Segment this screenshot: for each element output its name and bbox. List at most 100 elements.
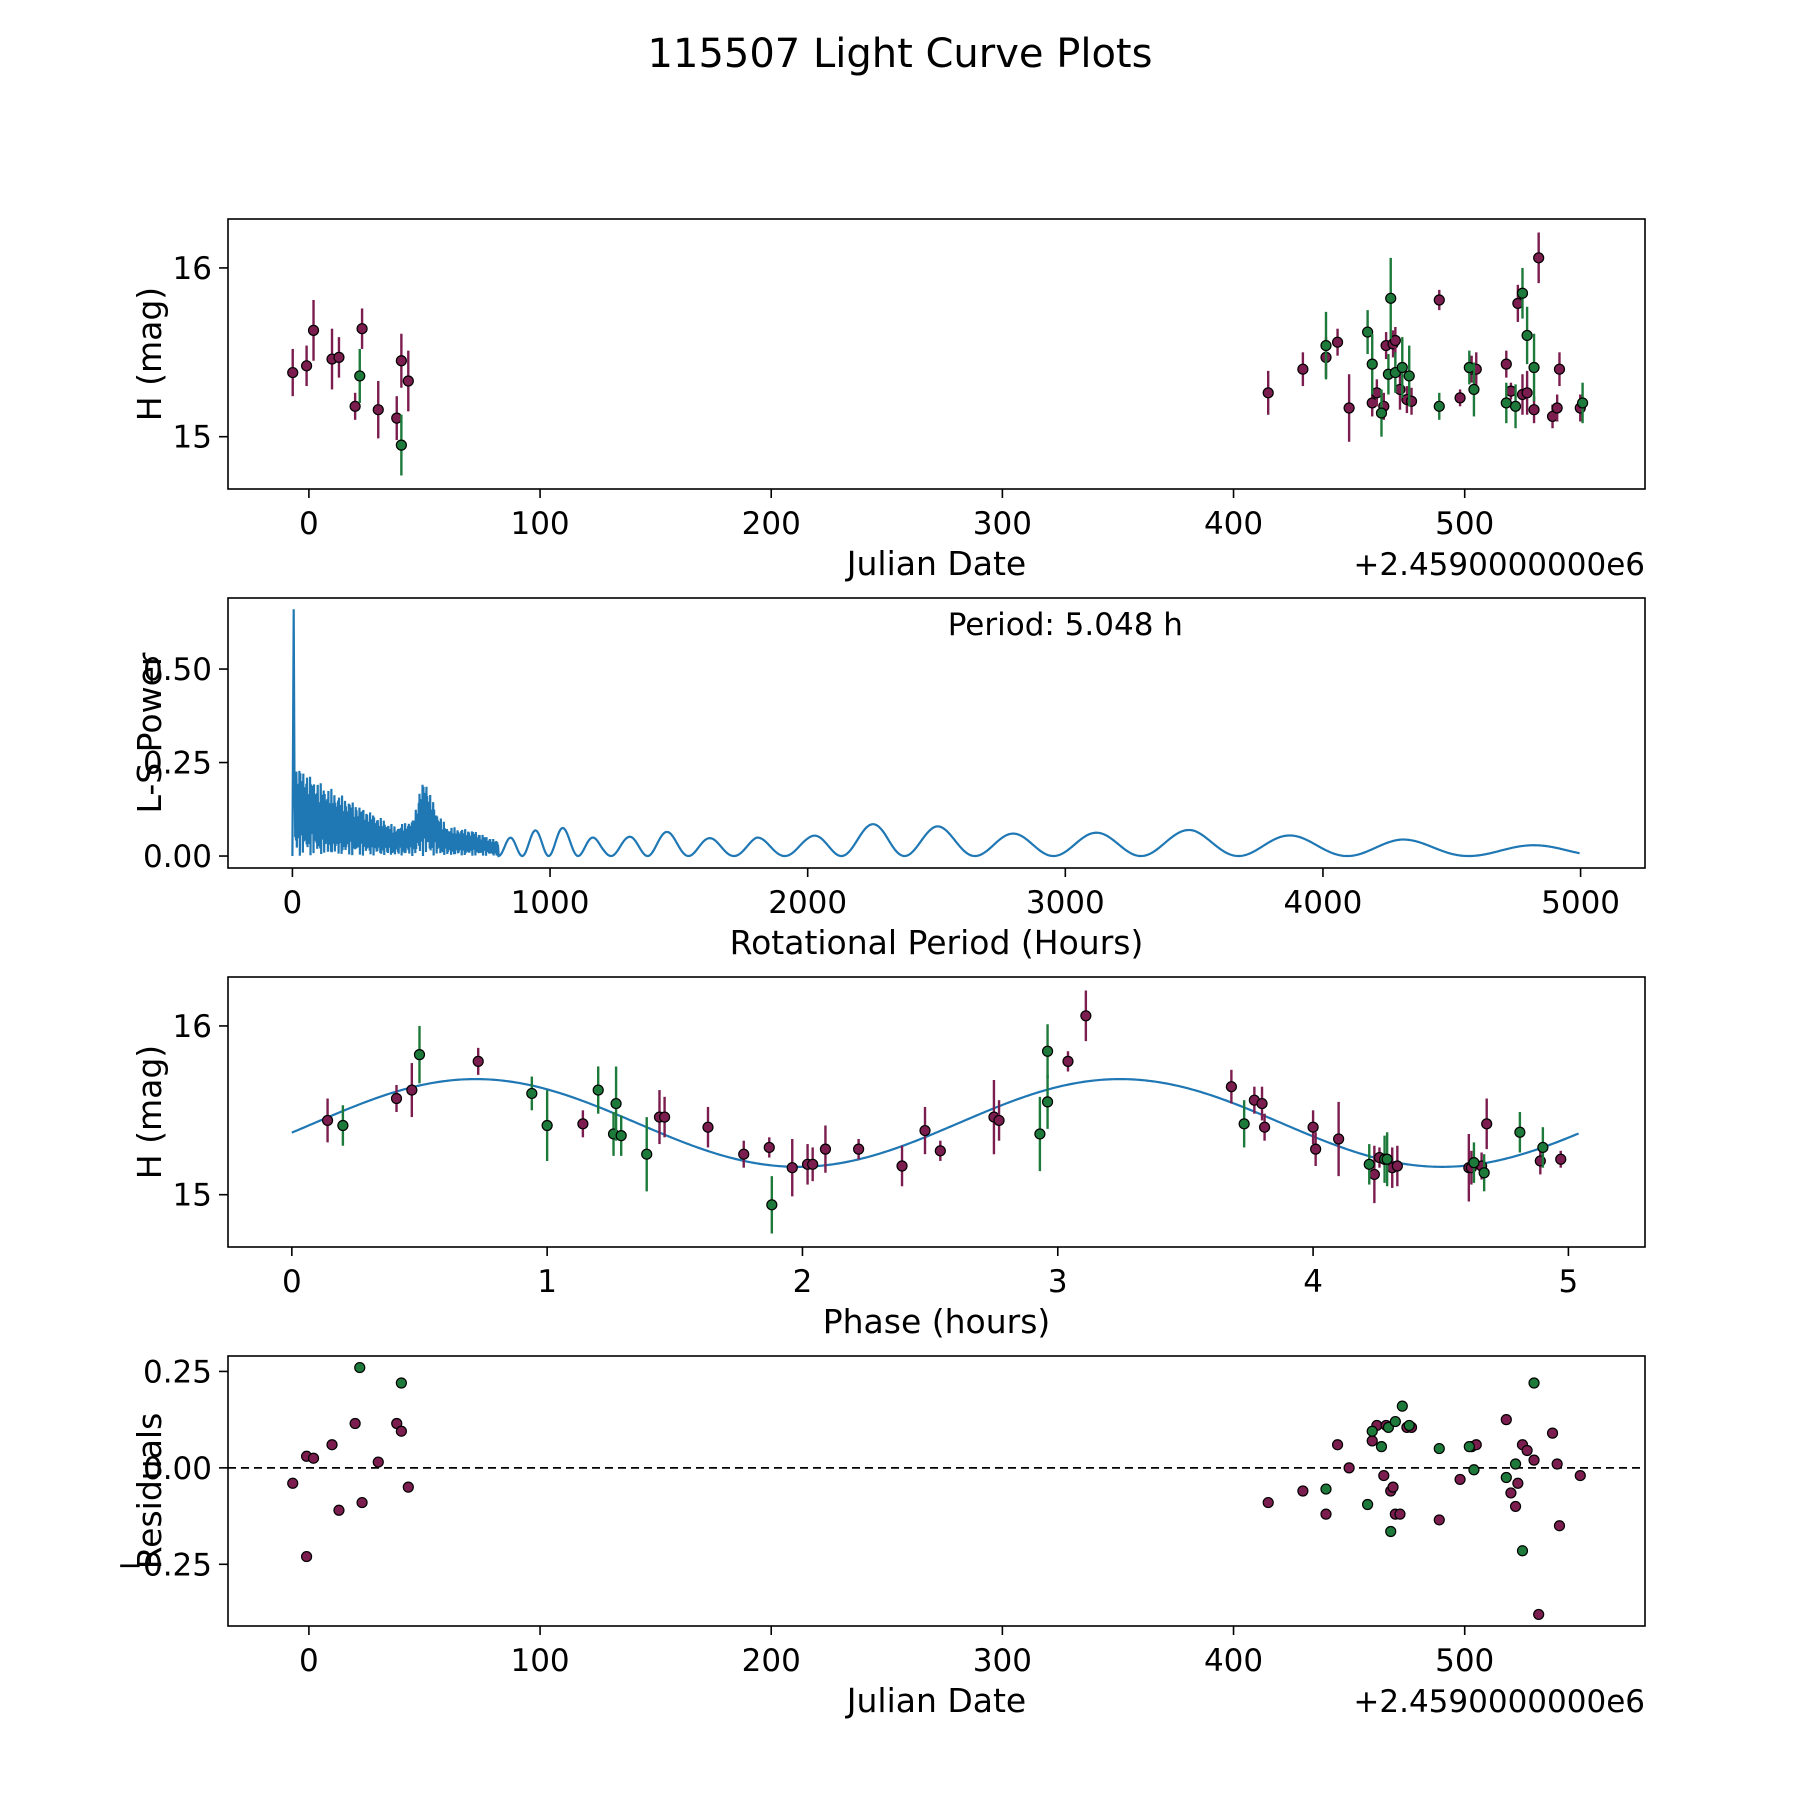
x-axis-label: Rotational Period (Hours) [730, 923, 1144, 962]
data-point-filter-b [395, 1377, 407, 1389]
x-offset-label: +2.4590000000e6 [1353, 1684, 1645, 1720]
data-point-filter-a [1258, 1121, 1271, 1133]
data-point-filter-b [766, 1199, 778, 1211]
data-point-filter-b [1478, 1167, 1490, 1179]
data-point-filter-b [1363, 1158, 1375, 1170]
data-point-filter-b [1537, 1141, 1549, 1154]
data-point-filter-a [853, 1143, 865, 1155]
data-point-filter-b [592, 1084, 604, 1096]
data-point-filter-b [1366, 358, 1378, 370]
data-point-filter-a [1500, 1414, 1512, 1426]
data-point-filter-a [300, 1550, 313, 1563]
data-point-filter-a [372, 1456, 384, 1468]
y-axis-label: H (mag) [130, 1045, 169, 1179]
axes-frame [227, 976, 1646, 1248]
data-point-filter-a [1320, 1508, 1332, 1520]
data-point-filter-b [615, 1130, 627, 1142]
x-tick-label: 500 [1435, 506, 1494, 542]
data-point-filter-a [333, 351, 345, 363]
data-point-filter-b [1516, 287, 1529, 299]
data-point-filter-a [1297, 363, 1309, 375]
data-point-filter-b [610, 1097, 622, 1110]
data-point-filter-a [1331, 1439, 1344, 1451]
data-point-filter-a [1533, 1608, 1545, 1621]
x-tick-label: 5 [1559, 1264, 1579, 1300]
data-layer [287, 1361, 1586, 1621]
data-point-filter-a [1500, 358, 1512, 370]
data-point-filter-a [406, 1084, 418, 1096]
data-point-filter-a [1262, 1496, 1274, 1509]
x-axis-label: Julian Date [845, 1681, 1027, 1720]
data-point-filter-a [472, 1055, 484, 1067]
y-tick-label: −0.25 [117, 1547, 212, 1583]
data-point-filter-b [1320, 339, 1332, 352]
x-tick-label: 5000 [1541, 885, 1620, 921]
data-point-filter-b [1403, 370, 1415, 382]
data-point-filter-a [1387, 1481, 1399, 1493]
data-point-filter-a [1433, 1514, 1445, 1526]
data-layer [287, 232, 1589, 476]
data-point-filter-a [1551, 402, 1563, 414]
data-point-filter-b [1366, 1425, 1378, 1437]
data-point-filter-b [1509, 400, 1522, 412]
data-point-filter-a [307, 1452, 320, 1464]
data-point-filter-b [1521, 329, 1533, 342]
x-tick-label: 0 [282, 1264, 302, 1300]
figure-title: 115507 Light Curve Plots [648, 31, 1153, 77]
x-tick-label: 1000 [511, 885, 590, 921]
x-tick-label: 200 [742, 506, 801, 542]
data-point-filter-b [1433, 1442, 1445, 1455]
data-point-filter-b [354, 370, 366, 382]
data-point-filter-b [526, 1087, 538, 1100]
data-point-filter-a [1512, 1477, 1524, 1489]
data-point-filter-b [1385, 1525, 1397, 1538]
data-point-filter-a [1574, 1469, 1586, 1482]
data-point-filter-a [287, 1477, 299, 1489]
y-tick-label: 16 [173, 1009, 212, 1045]
data-point-filter-b [1034, 1128, 1046, 1140]
panel-residuals: 0 100 200 300 400 500 −0.25 0.00 0.25 Julian Date… [117, 1354, 1646, 1720]
data-point-filter-a [300, 360, 313, 372]
data-point-filter-b [1389, 1415, 1401, 1428]
data-point-filter-b [413, 1049, 426, 1061]
x-tick-label: 2000 [768, 885, 847, 921]
y-axis-label: L-S Power [130, 652, 169, 813]
data-point-filter-a [356, 1496, 368, 1509]
x-tick-label: 200 [742, 1643, 801, 1679]
data-point-filter-a [1454, 1473, 1466, 1486]
data-point-filter-a [1394, 1508, 1406, 1520]
data-point-filter-a [1080, 1010, 1092, 1022]
data-point-filter-a [1389, 334, 1401, 347]
data-point-filter-b [1396, 361, 1408, 374]
data-point-filter-a [1454, 392, 1466, 404]
y-axis-label: H (mag) [130, 287, 169, 421]
data-point-filter-a [738, 1148, 750, 1160]
y-tick-label: 0.50 [143, 652, 212, 688]
data-point-filter-a [1368, 1168, 1380, 1181]
y-tick-label: 0.00 [143, 839, 212, 875]
axes-frame [227, 597, 1646, 869]
data-point-filter-b [1463, 1441, 1475, 1453]
data-point-filter-a [1481, 1118, 1493, 1130]
data-point-filter-a [333, 1504, 345, 1516]
data-point-filter-b [1468, 1464, 1480, 1476]
data-point-filter-a [1331, 336, 1344, 348]
data-point-filter-a [1433, 294, 1445, 306]
data-point-filter-a [1297, 1485, 1309, 1497]
data-point-filter-a [1333, 1133, 1345, 1145]
data-point-filter-b [1516, 1545, 1529, 1557]
data-point-filter-a [1521, 1444, 1533, 1457]
data-point-filter-b [641, 1148, 653, 1160]
data-point-filter-a [1262, 387, 1274, 399]
y-tick-label: 0.25 [143, 746, 212, 782]
data-point-filter-a [349, 400, 361, 412]
data-point-filter-b [1396, 1400, 1408, 1412]
panel-raw-lightcurve: 0 100 200 300 400 500 15 16 Julian Date H (mag) +2… [130, 218, 1646, 583]
data-point-filter-a [326, 1439, 338, 1451]
data-point-filter-a [1391, 1160, 1403, 1172]
x-tick-label: 300 [973, 1643, 1032, 1679]
data-point-filter-b [395, 439, 407, 451]
data-point-filter-b [1509, 1458, 1522, 1470]
y-axis-label: Residuals [130, 1413, 169, 1570]
